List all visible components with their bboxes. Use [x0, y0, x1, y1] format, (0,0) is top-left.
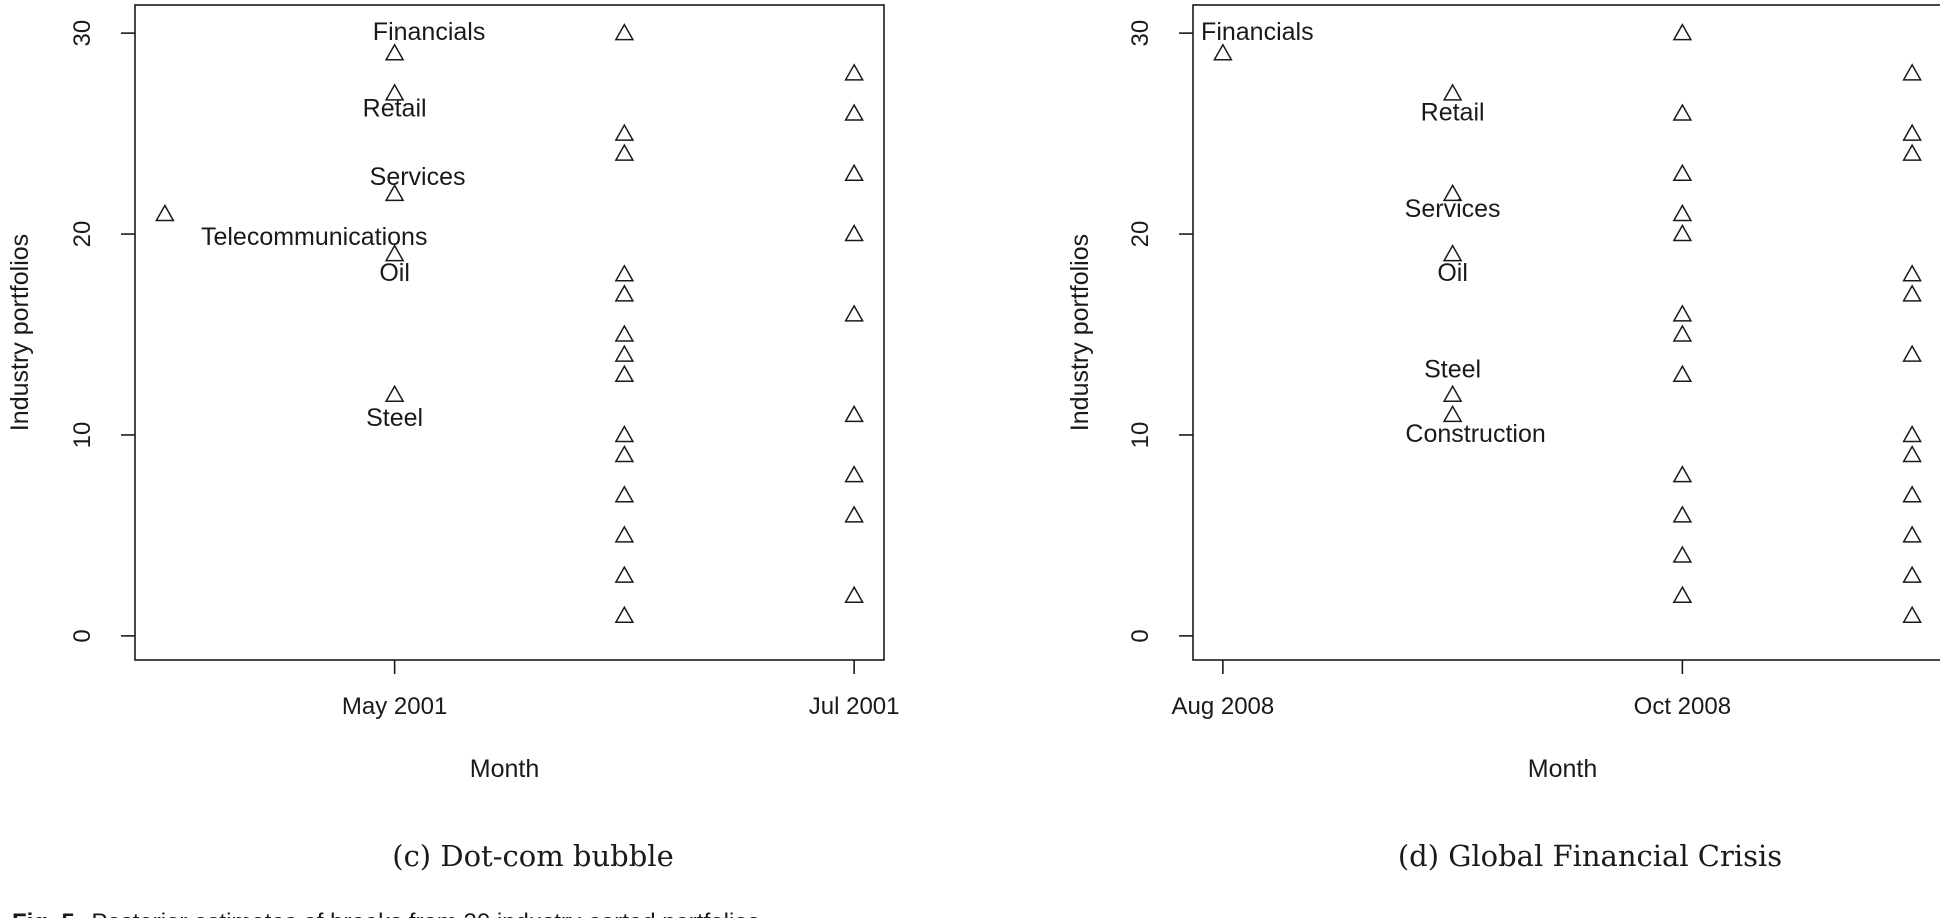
data-point — [1902, 565, 1922, 583]
data-point — [614, 364, 635, 382]
data-point — [1672, 545, 1693, 563]
data-point — [844, 465, 864, 483]
data-point — [1672, 585, 1693, 603]
data-point — [614, 23, 635, 41]
data-point — [844, 103, 864, 121]
y-tick-label: 20 — [69, 221, 96, 248]
y-tick-label: 10 — [1127, 422, 1154, 449]
point-annotation: Construction — [1405, 420, 1545, 448]
data-point — [384, 384, 405, 403]
data-point — [614, 445, 635, 463]
data-point — [1672, 203, 1693, 222]
data-point — [844, 404, 864, 423]
data-point — [614, 605, 635, 624]
point-annotation: Oil — [379, 259, 410, 287]
point-annotation: Steel — [1424, 356, 1481, 384]
data-point — [614, 264, 635, 282]
data-point — [844, 63, 864, 81]
data-point — [614, 143, 635, 161]
data-point — [1902, 424, 1922, 443]
data-point — [384, 183, 405, 202]
data-point — [1442, 83, 1463, 101]
data-point — [384, 83, 405, 101]
y-tick-label: 10 — [69, 422, 96, 449]
point-annotation: Telecommunications — [201, 223, 428, 251]
data-point — [614, 424, 635, 443]
x-axis-label: Month — [470, 755, 539, 783]
data-point — [614, 324, 635, 342]
data-point — [1902, 264, 1922, 282]
y-tick-label: 0 — [1127, 629, 1154, 642]
data-point — [1672, 103, 1693, 121]
y-tick-label: 20 — [1127, 221, 1154, 248]
subcaption: (c) Dot-com bubble — [392, 839, 673, 873]
y-axis-label: Industry portfolios — [1066, 234, 1094, 431]
y-tick-label: 30 — [69, 20, 96, 47]
figure-caption: Fig. 5. Posterior estimates of breaks fro… — [12, 909, 766, 918]
y-tick-label: 30 — [1127, 20, 1154, 47]
figure-caption-label: Fig. 5. — [12, 909, 81, 918]
data-point — [1672, 23, 1693, 41]
x-tick-label: May 2001 — [342, 693, 447, 720]
data-point — [1213, 43, 1233, 61]
data-point — [1672, 505, 1693, 523]
data-point — [1902, 123, 1922, 141]
data-point — [1902, 63, 1922, 81]
data-point — [384, 244, 405, 262]
plot-frame — [1192, 4, 1940, 661]
data-point — [1442, 384, 1463, 403]
chart-panel-1: 0 10 20 30 Aug 2008 Oct 2008 Month Industry por… — [1066, 4, 1940, 873]
data-point — [1672, 465, 1693, 483]
point-annotation: Retail — [1421, 98, 1485, 126]
point-annotation: Retail — [363, 94, 427, 122]
data-point — [1902, 485, 1922, 503]
y-axis-label: Industry portfolios — [6, 234, 34, 431]
x-tick-label: Aug 2008 — [1171, 693, 1274, 720]
figure-caption-text: Posterior estimates of breaks from 30 in… — [91, 909, 766, 918]
point-annotation: Services — [1405, 195, 1501, 223]
point-annotation: Services — [370, 163, 466, 191]
data-point — [844, 304, 864, 322]
data-point — [1672, 364, 1693, 382]
point-annotation: Oil — [1437, 259, 1468, 287]
point-annotation: Financials — [1201, 18, 1314, 46]
data-point — [1902, 344, 1922, 362]
point-annotation: Steel — [366, 404, 423, 432]
data-point — [1672, 304, 1693, 322]
data-point — [1672, 324, 1693, 342]
x-axis-label: Month — [1528, 755, 1597, 783]
data-point — [155, 203, 175, 222]
x-tick-label: Oct 2008 — [1634, 693, 1731, 720]
y-tick-label: 0 — [69, 629, 96, 642]
x-tick-label: Jul 2001 — [809, 693, 900, 720]
data-point — [1442, 404, 1463, 423]
data-point — [844, 163, 864, 182]
data-point — [1902, 445, 1922, 463]
data-point — [844, 224, 864, 242]
data-point — [614, 123, 635, 141]
data-point — [614, 284, 635, 302]
data-point — [844, 505, 864, 523]
data-point — [1902, 284, 1922, 302]
data-point — [384, 43, 405, 61]
data-point — [614, 485, 635, 503]
data-point — [1902, 605, 1922, 624]
data-point — [614, 525, 635, 543]
data-point — [844, 585, 864, 603]
data-point — [1672, 163, 1693, 182]
data-point — [1442, 183, 1463, 202]
subcaption: (d) Global Financial Crisis — [1398, 839, 1782, 873]
data-point — [614, 344, 635, 362]
data-point — [1442, 244, 1463, 262]
data-point — [1902, 525, 1922, 543]
chart-panel-0: 0 10 20 30 May 2001 Jul 2001 Month Industry por… — [6, 4, 900, 873]
data-point — [1672, 224, 1693, 242]
data-point — [1902, 143, 1922, 161]
point-annotation: Financials — [373, 18, 486, 46]
plot-frame — [134, 4, 885, 661]
data-point — [614, 565, 635, 583]
